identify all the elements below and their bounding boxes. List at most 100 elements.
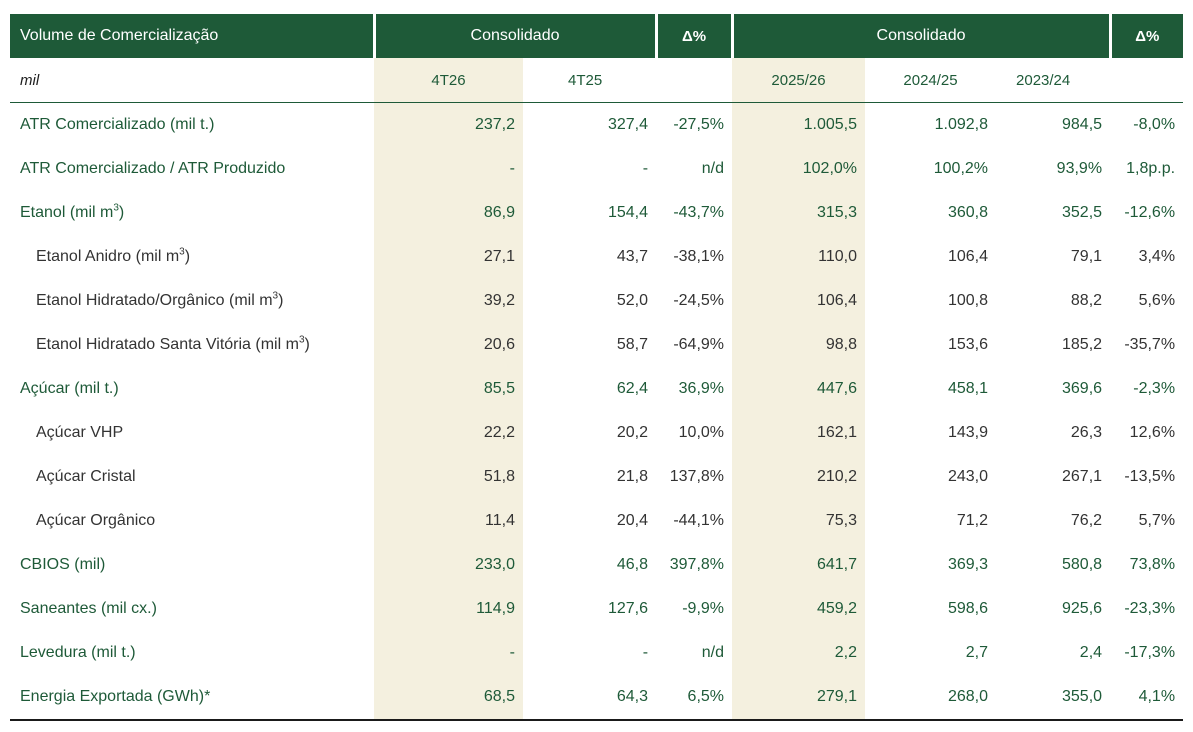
period-2024-25: 2024/25: [865, 58, 997, 103]
cell-2024-25: 1.092,8: [934, 116, 989, 133]
period-4t25: 4T25: [523, 58, 657, 103]
cell-4t25: -: [642, 160, 649, 177]
cell-2025-26: 641,7: [732, 543, 866, 587]
cell-delta-quarter: n/d: [701, 644, 725, 661]
cell-4t26: 22,2: [374, 411, 523, 455]
unit-label: mil: [10, 58, 374, 103]
empty-cell: [1110, 58, 1184, 103]
cell-2024-25: 243,0: [947, 468, 989, 485]
cell-2023-24: 925,6: [1062, 600, 1103, 617]
header-harvest-group: Consolidado: [730, 14, 1111, 58]
cell-delta-quarter: 36,9%: [678, 380, 725, 397]
period-2023-24: 2023/24: [996, 58, 1111, 103]
cell-4t26: -: [374, 147, 523, 191]
table-row: Açúcar Cristal 51,8 21,8 137,8% 210,2 243,0 26…: [10, 455, 1183, 499]
cell-4t26: 85,5: [374, 367, 523, 411]
cell-4t26: 237,2: [374, 102, 523, 147]
table-row: Etanol (mil m3) 86,9 154,4 -43,7% 315,3 360,8…: [10, 191, 1183, 235]
cell-2023-24: 185,2: [1062, 336, 1103, 353]
cell-4t26: 86,9: [374, 191, 523, 235]
row-label-text: Energia Exportada (GWh)*: [20, 688, 211, 705]
cell-4t25: 154,4: [607, 204, 649, 221]
row-label: Etanol (mil m3): [10, 191, 374, 235]
table-row: Açúcar Orgânico 11,4 20,4 -44,1% 75,3 71,2 76,…: [10, 499, 1183, 543]
cell-4t26: 39,2: [374, 279, 523, 323]
cell-2025-26: 98,8: [732, 323, 866, 367]
cell-4t25: 58,7: [616, 336, 649, 353]
cell-4t25: 21,8: [616, 468, 649, 485]
table-row: Energia Exportada (GWh)* 68,5 64,3 6,5% 279,…: [10, 675, 1184, 721]
cell-2025-26: 447,6: [732, 367, 866, 411]
commercialization-volume-table-container: Volume de Comercialização Consolidado Δ%…: [10, 14, 1184, 721]
row-label-text: Etanol (mil m: [20, 204, 114, 221]
cell-delta-harvest: 4,1%: [1110, 675, 1184, 721]
row-label-text: CBIOS (mil): [20, 556, 106, 573]
cell-4t26: 114,9: [374, 587, 523, 631]
cell-2025-26: 279,1: [732, 675, 866, 721]
cell-4t25: 20,4: [616, 512, 649, 529]
cell-4t25: 127,6: [607, 600, 649, 617]
row-label: ATR Comercializado / ATR Produzido: [10, 147, 374, 191]
cell-4t25: 20,2: [616, 424, 649, 441]
cell-2024-25: 106,4: [947, 248, 989, 265]
row-label-text: Açúcar Orgânico: [36, 512, 156, 529]
header-quarter-group: Consolidado: [372, 14, 657, 58]
period-4t26: 4T26: [374, 58, 523, 103]
commercialization-volume-table: Volume de Comercialização Consolidado Δ%…: [10, 14, 1184, 721]
cell-delta-quarter: 137,8%: [669, 468, 725, 485]
row-label: Levedura (mil t.): [10, 631, 374, 675]
table-body: ATR Comercializado (mil t.) 237,2 327,4 -27…: [10, 102, 1184, 721]
row-label-suffix: ): [118, 204, 125, 221]
cell-2023-24: 355,0: [996, 675, 1111, 721]
row-label-text: Etanol Hidratado Santa Vitória (mil m: [36, 336, 299, 353]
table-header-row: Volume de Comercialização Consolidado Δ%…: [10, 14, 1184, 58]
cell-4t25: 62,4: [616, 380, 649, 397]
cell-delta-quarter: 10,0%: [678, 424, 725, 441]
row-label-text: ATR Comercializado (mil t.): [20, 116, 215, 133]
table-row: ATR Comercializado / ATR Produzido - - n/d 1…: [10, 147, 1183, 191]
row-label-text: Etanol Hidratado/Orgânico (mil m: [36, 292, 273, 309]
cell-2023-24: 984,5: [1062, 116, 1103, 133]
table-row: Levedura (mil t.) - - n/d 2,2 2,7 2,4 -17,3%: [10, 631, 1183, 675]
table-row: Saneantes (mil cx.) 114,9 127,6 -9,9% 459,2 5…: [10, 587, 1183, 631]
cell-delta-harvest: 73,8%: [1129, 556, 1176, 573]
table-subheader-row: mil 4T26 4T25 2025/26 2024/25 2023/24: [10, 58, 1184, 103]
header-harvest-delta: Δ%: [1108, 14, 1184, 58]
row-label: Energia Exportada (GWh)*: [10, 675, 374, 721]
cell-2023-24: 26,3: [1070, 424, 1103, 441]
cell-2025-26: 106,4: [732, 279, 866, 323]
cell-delta-quarter: -43,7%: [673, 204, 725, 221]
row-label-suffix: ): [304, 336, 310, 353]
cell-delta-harvest: 12,6%: [1129, 424, 1176, 441]
cell-4t26: 11,4: [374, 499, 523, 543]
cell-2023-24: 88,2: [1070, 292, 1103, 309]
cell-4t25: 43,7: [616, 248, 649, 265]
cell-delta-harvest: -35,7%: [1124, 336, 1176, 353]
cell-4t25: 52,0: [616, 292, 649, 309]
cell-4t26: 68,5: [374, 675, 523, 721]
row-label-suffix: ): [278, 292, 284, 309]
unit-superscript: 3: [113, 202, 119, 214]
cell-delta-quarter: n/d: [701, 160, 725, 177]
table-row: Etanol Hidratado Santa Vitória (mil m3) 2…: [10, 323, 1183, 367]
cell-delta-quarter: -44,1%: [673, 512, 725, 529]
cell-delta-harvest: 3,4%: [1138, 248, 1176, 265]
row-label: Açúcar Orgânico: [10, 499, 374, 543]
cell-2024-25: 100,8: [947, 292, 989, 309]
cell-delta-quarter: 6,5%: [656, 675, 733, 721]
cell-2024-25: 143,9: [947, 424, 989, 441]
cell-delta-harvest: -17,3%: [1124, 644, 1176, 661]
cell-4t26: 51,8: [374, 455, 523, 499]
cell-delta-quarter: 397,8%: [669, 556, 725, 573]
cell-4t26: 20,6: [374, 323, 523, 367]
unit-superscript: 3: [298, 334, 305, 346]
table-row: Etanol Hidratado/Orgânico (mil m3) 39,2 52…: [10, 279, 1183, 323]
cell-2023-24: 2,4: [1079, 644, 1103, 661]
cell-2024-25: 153,6: [947, 336, 989, 353]
cell-delta-harvest: 5,6%: [1138, 292, 1176, 309]
empty-cell: [656, 58, 733, 103]
row-label-text: Etanol Anidro (mil m: [36, 248, 180, 265]
cell-2024-25: 458,1: [947, 380, 989, 397]
cell-4t25: 64,3: [523, 675, 657, 721]
header-quarter-delta: Δ%: [654, 14, 733, 58]
